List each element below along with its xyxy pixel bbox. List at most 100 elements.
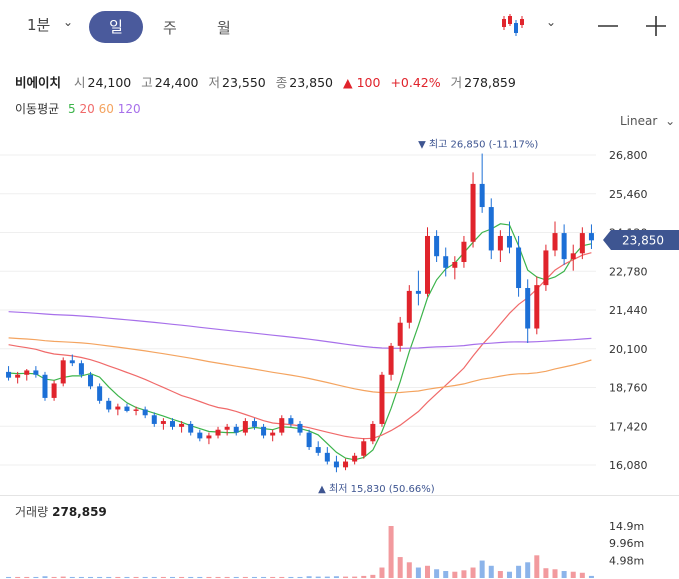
volume-bar — [552, 569, 558, 578]
volume-chart[interactable]: 14.9m 9.96m 4.98m — [0, 495, 679, 579]
chart-type-chevron-down-icon[interactable]: ⌄ — [546, 15, 557, 29]
volume-bar — [42, 576, 48, 578]
candle — [561, 224, 567, 265]
candle — [78, 360, 84, 378]
volume-bar — [261, 576, 267, 578]
volume-bar — [388, 526, 394, 578]
volume-bar — [169, 576, 175, 578]
volume-bar — [133, 576, 139, 578]
zoom-in-icon[interactable] — [645, 15, 667, 37]
low-value: 23,550 — [222, 75, 266, 90]
high-label: 고 — [141, 75, 153, 90]
close-value: 23,850 — [289, 75, 334, 90]
candle — [288, 415, 294, 427]
price-tick-label: 21,440 — [609, 304, 648, 317]
close-label: 종 — [275, 75, 288, 90]
volume-bar — [343, 576, 349, 578]
candle — [488, 198, 494, 260]
candle — [15, 371, 21, 384]
moving-average-legend[interactable]: 이동평균 5 20 60 120 — [15, 100, 141, 117]
interval-chevron-down-icon[interactable]: ⌄ — [63, 15, 74, 29]
price-tick-label: 22,780 — [609, 265, 648, 278]
volume-bar — [443, 571, 449, 578]
volume-bar — [288, 576, 294, 578]
candle — [425, 227, 431, 297]
volume-bar — [279, 576, 285, 578]
volume-bar — [425, 565, 431, 578]
volume-label: 거 — [450, 75, 463, 90]
candle — [588, 224, 594, 249]
price-tick-label: 20,100 — [609, 343, 648, 356]
volume-bar — [352, 576, 358, 578]
change-value: ▲ 100 — [343, 75, 381, 90]
ma-60-line — [8, 337, 592, 394]
volume-bar — [479, 560, 485, 578]
volume-bar — [543, 568, 549, 578]
tab-month[interactable]: 월 — [217, 19, 231, 37]
current-price-value: 23,850 — [622, 234, 664, 248]
price-tick-label: 25,460 — [609, 188, 648, 201]
volume-bar — [215, 576, 221, 578]
volume-bar — [570, 571, 576, 578]
tab-week[interactable]: 주 — [163, 19, 177, 37]
price-chart[interactable]: 26,80025,46024,12022,78021,44020,10018,7… — [0, 0, 679, 495]
tab-day[interactable]: 일 — [89, 11, 143, 43]
price-tick-label: 16,080 — [609, 459, 648, 472]
volume-bar — [224, 576, 230, 578]
candle — [133, 406, 139, 416]
volume-bar — [306, 576, 312, 578]
candle — [534, 276, 540, 335]
volume-bar — [115, 576, 121, 578]
volume-bar — [197, 576, 203, 578]
candle — [361, 438, 367, 459]
price-tick-label: 18,760 — [609, 382, 648, 395]
high-value: 24,400 — [154, 75, 199, 90]
zoom-out-icon[interactable] — [598, 24, 620, 28]
volume-bar — [561, 571, 567, 578]
candle — [151, 412, 157, 427]
volume-bar — [251, 576, 257, 578]
price-tick-label: 17,420 — [609, 420, 648, 433]
volume-bar — [142, 576, 148, 578]
candle — [279, 415, 285, 436]
candle — [370, 421, 376, 445]
change-percent: +0.42% — [390, 75, 441, 90]
candle — [179, 421, 185, 433]
volume-bar — [588, 575, 594, 578]
low-price-annotation: ▲ 최저 15,830 (50.66%) — [318, 483, 435, 495]
candle — [6, 366, 12, 381]
candle — [169, 418, 175, 430]
volume-bar — [379, 567, 385, 578]
volume-bar — [406, 562, 412, 578]
candle — [579, 227, 585, 260]
candle — [306, 429, 312, 450]
volume-bar — [24, 576, 30, 578]
volume-bar — [33, 576, 39, 578]
candle — [51, 380, 57, 401]
candle — [479, 153, 485, 213]
ma-120-line — [8, 311, 592, 349]
interval-select[interactable]: 1분 — [27, 16, 51, 34]
chart-toolbar: 1분 ⌄ 일 주 월 ⌄ — [0, 0, 679, 52]
candle — [443, 247, 449, 277]
scale-select[interactable]: Linear ⌄ — [620, 114, 675, 128]
volume-panel-label: 거래량 — [15, 505, 49, 519]
candle — [297, 421, 303, 436]
volume-bar — [333, 576, 339, 578]
open-label: 시 — [74, 75, 86, 90]
volume-tick-label: 14.9m — [609, 520, 644, 533]
volume-bar — [434, 569, 440, 578]
candle — [69, 354, 75, 367]
volume-value: 278,859 — [464, 75, 516, 90]
volume-bar — [97, 576, 103, 578]
volume-bar — [160, 576, 166, 578]
current-price-badge: 23,850 — [603, 230, 679, 250]
candle — [224, 423, 230, 436]
volume-bar — [525, 562, 531, 578]
panel-divider — [0, 495, 679, 496]
candlestick-type-icon[interactable] — [500, 12, 526, 38]
candle — [142, 406, 148, 419]
candle — [333, 455, 339, 473]
candle — [24, 368, 30, 381]
volume-bar — [242, 576, 248, 578]
